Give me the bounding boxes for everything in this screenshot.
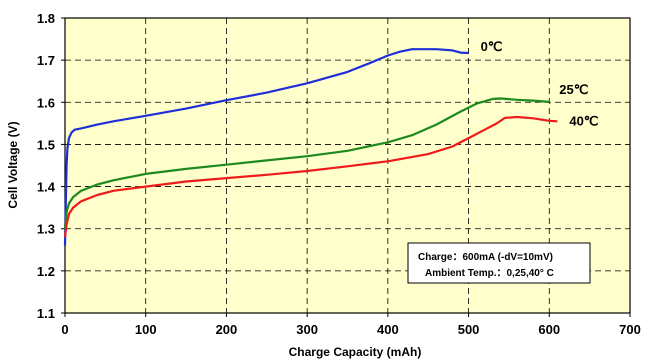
plot-frame [64, 17, 631, 314]
x-axis-title: Charge Capacity (mAh) [289, 345, 422, 359]
x-tick-label: 500 [458, 322, 480, 337]
y-tick-label: 1.3 [37, 222, 55, 237]
series-labels: 0℃ 25℃ 40℃ [481, 39, 599, 128]
x-tick-label: 600 [538, 322, 560, 337]
y-tick-label: 1.7 [37, 53, 55, 68]
series-label: 25℃ [559, 82, 588, 97]
conditions-note-line1: Charge：600mA (-dV=10mV) [418, 252, 553, 263]
x-tick-label: 100 [135, 322, 157, 337]
conditions-note-line2: Ambient Temp.：0,25,40° C [425, 268, 554, 279]
series-label: 0℃ [481, 39, 503, 54]
series-lines [63, 48, 558, 246]
series-line [63, 97, 550, 229]
y-tick-label: 1.8 [37, 11, 55, 26]
series-line [63, 115, 558, 238]
x-tick-label: 200 [216, 322, 238, 337]
y-tick-label: 1.6 [37, 95, 55, 110]
y-tick-label: 1.2 [37, 264, 55, 279]
x-tick-label: 300 [296, 322, 318, 337]
conditions-note-box [407, 242, 591, 284]
series-label: 40℃ [569, 113, 598, 128]
x-tick-label: 400 [377, 322, 399, 337]
x-tick-label: 0 [61, 322, 68, 337]
series-line [63, 48, 469, 246]
x-axis-ticks: 0 100 200 300 400 500 600 700 [61, 313, 641, 337]
y-tick-label: 1.5 [37, 137, 55, 152]
y-tick-label: 1.4 [37, 180, 56, 195]
y-axis-ticks: 1.1 1.2 1.3 1.4 1.5 1.6 1.7 1.8 [37, 11, 65, 321]
conditions-note: Charge：600mA (-dV=10mV) Ambient Temp.：0,… [407, 242, 591, 284]
x-tick-label: 700 [619, 322, 641, 337]
y-axis-title: Cell Voltage (V) [6, 121, 20, 208]
y-tick-label: 1.1 [37, 306, 55, 321]
